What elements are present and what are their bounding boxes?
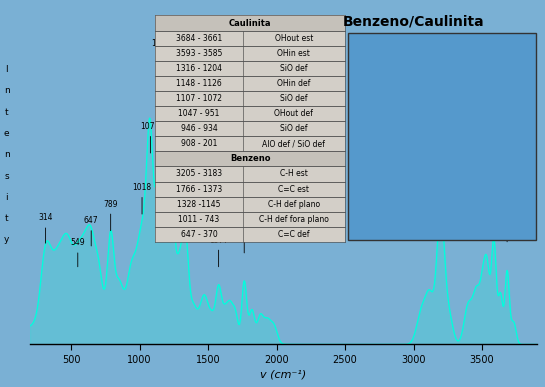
Text: 3205 - 3183: 3205 - 3183 — [176, 170, 222, 178]
Text: 647: 647 — [84, 216, 99, 246]
Text: s: s — [4, 171, 9, 181]
Text: t: t — [5, 214, 8, 223]
Text: 647 - 370: 647 - 370 — [180, 230, 217, 239]
Text: 789: 789 — [104, 200, 118, 231]
Text: 1233: 1233 — [162, 108, 181, 139]
Text: OHin est: OHin est — [277, 49, 310, 58]
Text: 1107 - 1072: 1107 - 1072 — [176, 94, 222, 103]
Text: 314: 314 — [38, 213, 53, 243]
Text: e: e — [4, 129, 9, 138]
Text: 3684 - 3661: 3684 - 3661 — [176, 34, 222, 43]
Text: OHout def: OHout def — [274, 109, 313, 118]
Text: t: t — [5, 108, 8, 117]
Text: 908 - 201: 908 - 201 — [181, 139, 217, 148]
Text: n: n — [4, 150, 9, 159]
Text: SiO def: SiO def — [280, 124, 307, 133]
Text: 1047 - 951: 1047 - 951 — [178, 109, 220, 118]
Text: C-H def plano: C-H def plano — [268, 200, 320, 209]
Text: AlO def / SiO def: AlO def / SiO def — [262, 139, 325, 148]
Text: C-H est: C-H est — [280, 170, 308, 178]
Text: n: n — [4, 86, 9, 96]
X-axis label: v (cm⁻¹): v (cm⁻¹) — [261, 369, 306, 379]
Text: 3683: 3683 — [498, 211, 517, 242]
Text: 1577: 1577 — [209, 236, 228, 267]
Text: 3586: 3586 — [484, 172, 504, 203]
Text: I: I — [5, 65, 8, 74]
Text: SiO def: SiO def — [280, 94, 307, 103]
Text: SiO def: SiO def — [280, 64, 307, 73]
Text: 1335: 1335 — [176, 175, 195, 206]
Text: C=C def: C=C def — [278, 230, 310, 239]
Text: 1018: 1018 — [132, 183, 152, 214]
Text: 1764: 1764 — [234, 222, 254, 253]
Text: 1316 - 1204: 1316 - 1204 — [176, 64, 222, 73]
Text: OHout est: OHout est — [275, 34, 313, 43]
Text: Caulinita: Caulinita — [229, 19, 271, 27]
Text: 1766 - 1373: 1766 - 1373 — [176, 185, 222, 194]
Text: 946 - 934: 946 - 934 — [180, 124, 217, 133]
Text: Benzeno: Benzeno — [230, 154, 270, 163]
Text: Benzeno/Caulinita: Benzeno/Caulinita — [342, 14, 484, 28]
Text: i: i — [5, 193, 8, 202]
Text: OHin def: OHin def — [277, 79, 311, 88]
Text: 3198: 3198 — [431, 130, 450, 161]
Text: 1148 - 1126: 1148 - 1126 — [176, 79, 222, 88]
Text: C-H def fora plano: C-H def fora plano — [259, 215, 329, 224]
Text: C=C est: C=C est — [278, 185, 309, 194]
Text: 1328 -1145: 1328 -1145 — [177, 200, 221, 209]
Text: 1079: 1079 — [141, 122, 160, 153]
Text: 3593 - 3585: 3593 - 3585 — [175, 49, 222, 58]
Text: 1011 - 743: 1011 - 743 — [178, 215, 220, 224]
Text: y: y — [4, 235, 9, 245]
Text: 1154: 1154 — [151, 39, 170, 73]
Text: 549: 549 — [70, 238, 85, 267]
